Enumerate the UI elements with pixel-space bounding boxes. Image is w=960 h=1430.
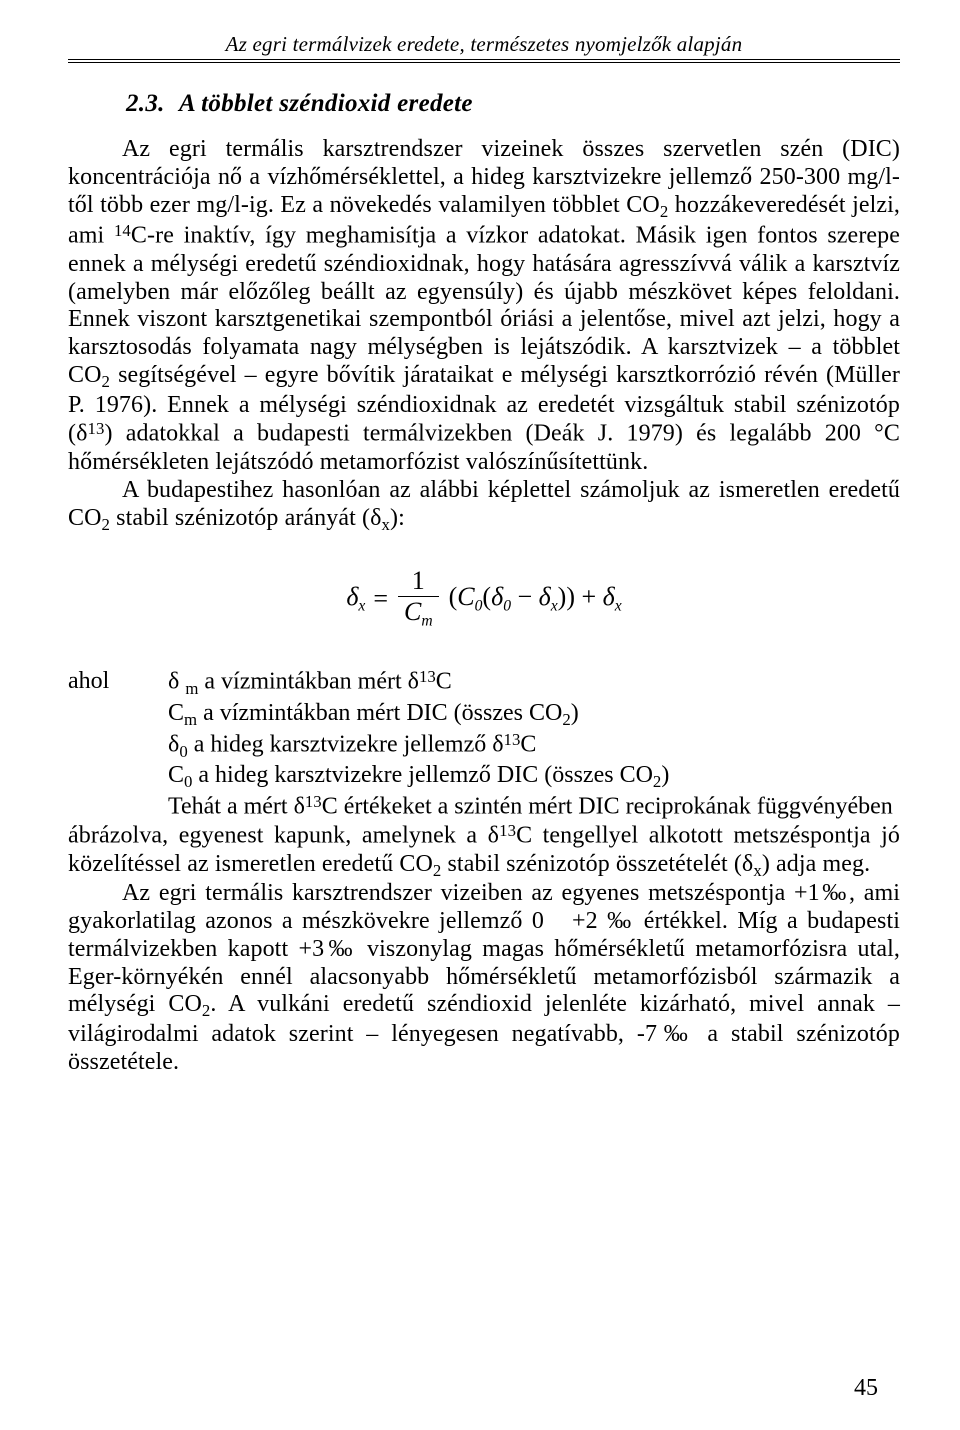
eq-numerator: 1 xyxy=(406,568,431,596)
superscript: 13 xyxy=(499,821,516,840)
section-heading: 2.3. A többlet széndioxid eredete xyxy=(68,90,900,118)
where-def-3: δ0 a hideg karsztvizekre jellemző δ13C xyxy=(168,730,900,762)
where-label: ahol xyxy=(68,667,168,821)
where-def-2: Cm a vízmintákban mért DIC (összes CO2) xyxy=(168,699,900,730)
superscript: 13 xyxy=(88,419,105,438)
running-head: Az egri termálvizek eredete, természetes… xyxy=(68,32,900,57)
paragraph-1: Az egri termális karsztrendszer vizeinek… xyxy=(68,136,900,477)
subscript: x xyxy=(382,515,391,534)
section-title: A többlet széndioxid eredete xyxy=(179,90,473,117)
eq-minus: − xyxy=(511,582,539,611)
paragraph-5: Az egri termális karsztrendszer vizeiben… xyxy=(68,880,900,1076)
section-number: 2.3. xyxy=(126,90,165,117)
eq-var: C xyxy=(404,597,421,626)
subscript: 2 xyxy=(102,515,111,534)
eq-sub: m xyxy=(421,613,432,630)
eq-sub: x xyxy=(358,597,365,614)
eq-var: C xyxy=(457,582,474,611)
eq-var: δ xyxy=(539,582,551,611)
eq-var: δ xyxy=(491,582,503,611)
paragraph-2: A budapestihez hasonlóan az alábbi képle… xyxy=(68,477,900,534)
eq-sub: x xyxy=(551,597,558,614)
eq-paren: ( xyxy=(482,582,491,611)
text: ): xyxy=(390,505,405,531)
where-def-5: Tehát a mért δ13C értékeket a szintén mé… xyxy=(168,792,900,821)
text: stabil szénizotóp arányát (δ xyxy=(110,505,381,531)
eq-sub: 0 xyxy=(503,597,511,614)
where-block: ahol δ m a vízmintákban mért δ13C Cm a v… xyxy=(68,667,900,821)
text: ábrázolva, egyenest kapunk, amelynek a δ xyxy=(68,823,499,849)
header-rule xyxy=(68,59,900,62)
text: ) adja meg. xyxy=(762,851,870,877)
eq-sub: x xyxy=(615,597,622,614)
paragraph-4: ábrázolva, egyenest kapunk, amelynek a δ… xyxy=(68,821,900,880)
eq-paren: ( xyxy=(449,582,458,611)
where-def-4: C0 a hideg karsztvizekre jellemző DIC (ö… xyxy=(168,761,900,792)
eq-fraction: 1 Cm xyxy=(398,568,439,629)
superscript: 14 xyxy=(114,221,131,240)
equation: δx = 1 Cm (C0(δ0 − δx)) + δx xyxy=(68,568,900,629)
eq-var: δ xyxy=(603,582,615,611)
eq-paren: )) xyxy=(558,582,575,611)
page-number: 45 xyxy=(854,1375,878,1402)
subscript: x xyxy=(753,861,762,880)
where-def-1: δ m a vízmintákban mért δ13C xyxy=(168,667,900,699)
eq-var: δ xyxy=(346,582,358,611)
subscript: 2 xyxy=(102,372,111,391)
eq-plus: + xyxy=(575,582,603,611)
eq-equals: = xyxy=(373,584,388,614)
text: stabil szénizotóp összetételét (δ xyxy=(441,851,753,877)
text: ) adatokkal a budapesti termálvizekben (… xyxy=(68,421,900,475)
